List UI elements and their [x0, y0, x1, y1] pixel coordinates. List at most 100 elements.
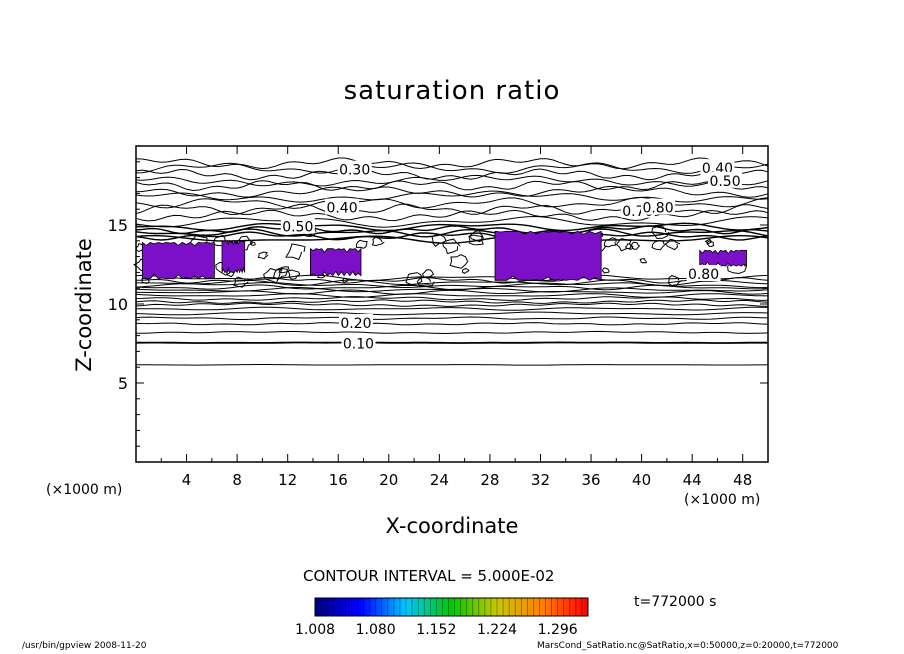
contour-line	[135, 168, 769, 181]
contour-scribble	[287, 269, 301, 280]
colorbar-tick-label: 1.224	[477, 622, 517, 638]
contour-label-bg	[337, 160, 372, 177]
contour-line	[135, 157, 769, 170]
contour-label-bg	[325, 198, 360, 215]
contour-scribble	[422, 269, 435, 279]
contour-scribble	[603, 237, 617, 248]
contour-label: 0.50	[282, 220, 313, 236]
contour-scribble	[461, 268, 470, 275]
colorbar: 1.008 1.080 1.152 1.224 1.296	[295, 597, 589, 638]
contour-label-bg	[708, 171, 743, 188]
contour-scribble	[371, 236, 385, 247]
contour-scribble	[639, 258, 647, 264]
contour-scribble	[668, 274, 682, 287]
contour-scribble	[141, 277, 150, 285]
x-tick-label: 36	[581, 471, 600, 489]
supersaturation-fills	[141, 230, 747, 281]
y-axis-ticks: 5 10 15	[108, 161, 768, 447]
supersaturated-region	[494, 230, 602, 281]
contour-scribble	[469, 230, 484, 243]
contour-scribble	[278, 266, 291, 274]
contour-line	[136, 276, 769, 284]
contour-label-bg	[341, 334, 376, 351]
contour-scribble	[651, 225, 669, 240]
contour-scribble	[233, 276, 249, 288]
contour-label-bg	[700, 159, 735, 176]
x-tick-label: 28	[480, 471, 499, 489]
supersaturated-region	[141, 241, 215, 280]
contour-line	[135, 322, 769, 326]
x-axis-label: X-coordinate	[385, 514, 519, 538]
contour-label-bg	[686, 264, 721, 281]
x-tick-label: 32	[531, 471, 550, 489]
contour-scribble	[405, 272, 423, 286]
contour-line	[135, 185, 769, 198]
contour-line	[136, 364, 769, 366]
x-tick-label: 4	[182, 471, 192, 489]
contour-line	[135, 222, 769, 232]
y-tick-label: 10	[108, 295, 128, 314]
footer-source: MarsCond_SatRatio.nc@SatRatio,x=0:50000,…	[537, 641, 839, 651]
y-axis-label: Z-coordinate	[72, 238, 96, 372]
x-tick-label: 44	[683, 471, 702, 489]
contour-label: 0.50	[709, 174, 740, 190]
contour-scribble	[704, 238, 712, 245]
x-tick-label: 8	[232, 471, 242, 489]
supersaturated-region	[310, 247, 362, 277]
x-tick-label: 20	[379, 471, 398, 489]
x-tick-label: 12	[278, 471, 297, 489]
contour-line	[135, 174, 769, 187]
contour-line	[135, 225, 769, 235]
contour-line	[135, 311, 769, 316]
contour-label: 0.40	[326, 201, 357, 217]
x-axis-ticks: 4 8 12 16 20 24 28 32 36 40 44 48	[160, 146, 752, 489]
contour-scribble	[431, 234, 447, 247]
contour-scribble	[468, 234, 484, 246]
contour-scribble	[355, 239, 368, 249]
contour-scribble	[442, 238, 461, 255]
colorbar-gradient	[314, 597, 589, 617]
time-label: t=772000 s	[634, 594, 717, 610]
contour-line	[135, 293, 769, 298]
contour-scribble	[257, 251, 269, 260]
contour-label: 0.80	[688, 267, 719, 283]
x-tick-label: 24	[430, 471, 449, 489]
contour-scribble	[273, 267, 288, 280]
contour-line	[135, 215, 769, 228]
contour-label: 0.10	[343, 337, 374, 353]
colorbar-tick-label: 1.152	[416, 622, 456, 638]
contour-line	[135, 316, 769, 320]
colorbar-tick-label: 1.296	[538, 622, 578, 638]
contour-line	[135, 299, 769, 304]
y-tick-label: 5	[118, 374, 128, 393]
contour-line	[135, 231, 769, 241]
contour-line	[135, 180, 769, 192]
x-unit-label: (×1000 m)	[684, 492, 761, 508]
y-unit-label: (×1000 m)	[46, 482, 123, 498]
contour-label-bg	[338, 313, 373, 330]
colorbar-tick-label: 1.080	[356, 622, 396, 638]
contour-line	[135, 302, 768, 307]
footer-program: /usr/bin/gpview 2008-11-20	[22, 641, 147, 651]
contour-line	[136, 330, 769, 335]
contour-scribble	[664, 238, 681, 251]
contour-label: 0.20	[340, 316, 371, 332]
x-tick-label: 16	[329, 471, 348, 489]
contour-scribble	[449, 254, 469, 269]
contour-scribble	[341, 277, 349, 283]
chart-title: saturation ratio	[343, 76, 561, 106]
contour-scribble	[651, 239, 666, 251]
contour-label: 0.80	[642, 201, 673, 217]
contour-lines	[133, 157, 769, 366]
contour-scribble	[706, 240, 715, 248]
contour-scribble	[615, 238, 632, 252]
x-tick-label: 48	[733, 471, 752, 489]
contour-scribble	[624, 243, 634, 250]
supersaturated-region	[221, 239, 246, 274]
contour-line	[136, 341, 768, 344]
contour-scribble	[416, 276, 435, 286]
contour-labels: 0.30 0.400.500.400.500.700.800.800.200.10	[280, 159, 743, 353]
contour-label: 0.30	[339, 163, 370, 179]
contour-label-bg	[280, 217, 315, 234]
